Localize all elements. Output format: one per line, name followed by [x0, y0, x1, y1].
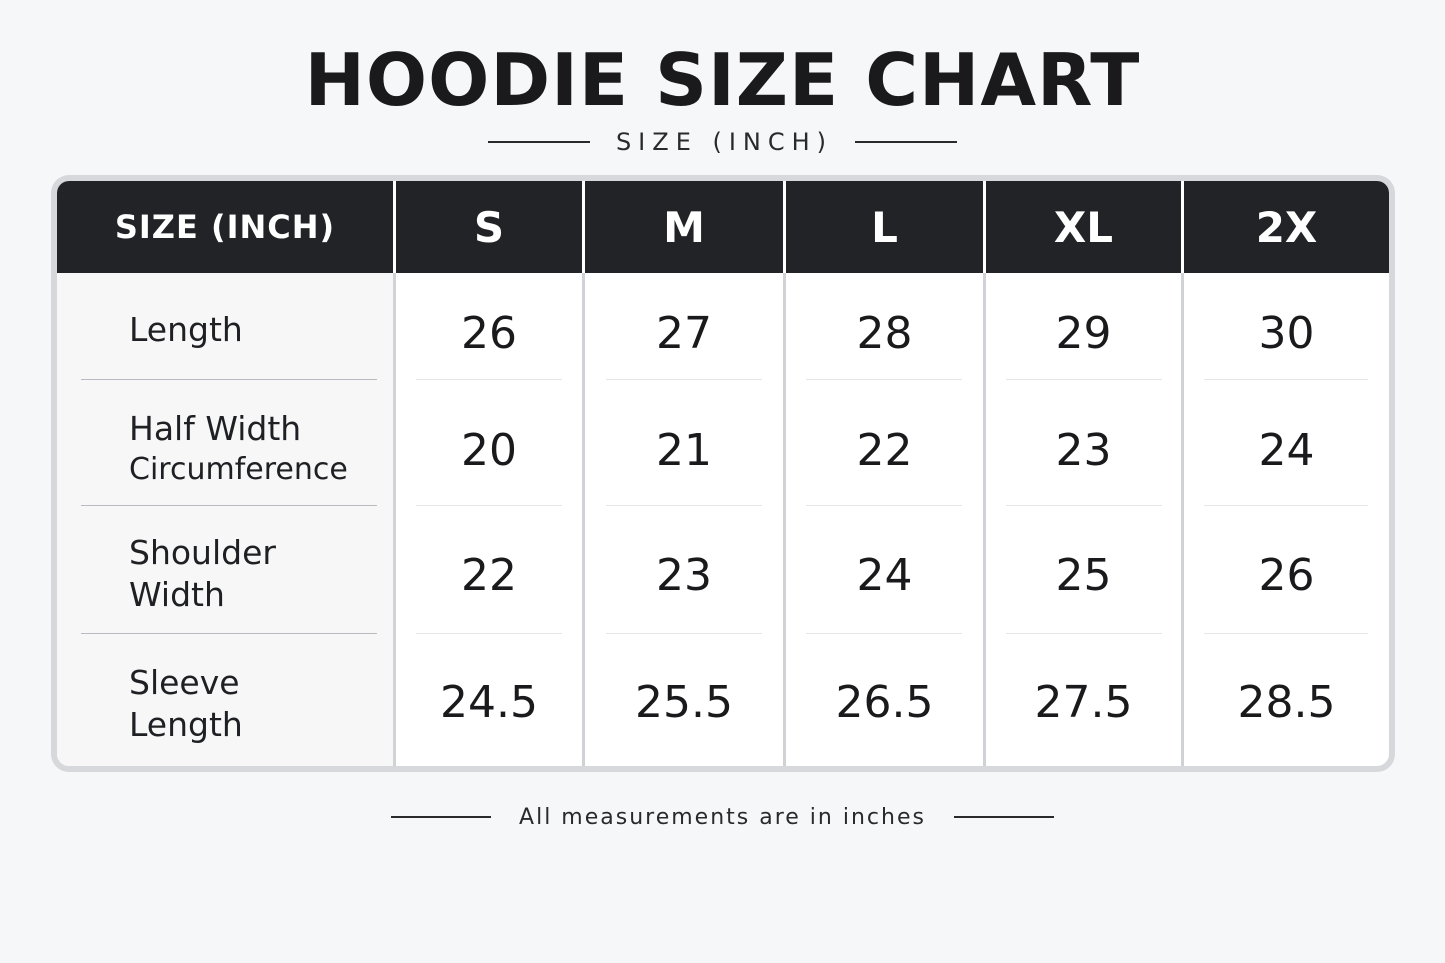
row-label-line: Circumference: [129, 452, 348, 487]
cell-sleeve-length-m: 25.5: [635, 676, 733, 728]
column-divider: [1181, 181, 1184, 766]
row-label-line: Width: [129, 575, 225, 614]
row-separator: [416, 379, 562, 380]
cell-shoulder-width-s: 22: [461, 549, 517, 601]
cell-length-s: 26: [461, 307, 517, 359]
cell-length-xl: 29: [1055, 307, 1112, 359]
row-label-sleeve-length: Sleeve Length: [129, 662, 243, 746]
row-separator: [416, 505, 562, 506]
header-divider: [582, 181, 585, 273]
row-separator: [806, 633, 962, 634]
row-separator: [1006, 633, 1162, 634]
row-separator: [1204, 379, 1368, 380]
header-size-2x: 2X: [1255, 202, 1318, 252]
row-separator: [416, 633, 562, 634]
cell-length-m: 27: [656, 307, 712, 359]
row-label-line: Length: [129, 705, 243, 744]
cell-half-width-2x: 24: [1258, 424, 1315, 476]
row-separator: [1204, 633, 1368, 634]
footer-left-rule: [391, 816, 492, 818]
column-divider: [393, 181, 396, 766]
row-separator: [1006, 379, 1162, 380]
row-separator: [1204, 505, 1368, 506]
cell-sleeve-length-xl: 27.5: [1034, 676, 1133, 728]
row-separator: [81, 379, 377, 380]
row-separator: [806, 505, 962, 506]
row-label-line: Length: [129, 310, 243, 349]
header-size-l: L: [871, 202, 898, 252]
cell-shoulder-width-xl: 25: [1055, 549, 1112, 601]
header-divider: [393, 181, 396, 273]
cell-shoulder-width-l: 24: [856, 549, 913, 601]
row-separator: [81, 505, 377, 506]
cell-half-width-l: 22: [856, 424, 913, 476]
cell-sleeve-length-2x: 28.5: [1237, 676, 1336, 728]
subtitle-left-rule: [487, 141, 590, 143]
footer-note: All measurements are in inches: [519, 804, 926, 830]
row-label-line: Sleeve: [129, 663, 240, 702]
footer-row: All measurements are in inches: [0, 800, 1445, 834]
row-separator: [1006, 505, 1162, 506]
row-separator: [81, 633, 377, 634]
header-size-m: M: [663, 202, 705, 252]
size-table: SIZE (INCH) S M L XL 2X Length Half Widt…: [57, 181, 1389, 766]
footer-right-rule: [953, 816, 1054, 818]
row-label-length: Length: [129, 309, 243, 351]
page-title: HOODIE SIZE CHART: [304, 38, 1141, 122]
header-size-xl: XL: [1053, 202, 1114, 252]
row-label-line: Shoulder: [129, 533, 276, 572]
row-label-half-width-circumference: Half Width Circumference: [129, 408, 348, 490]
cell-half-width-m: 21: [656, 424, 712, 476]
cell-half-width-xl: 23: [1055, 424, 1112, 476]
size-table-frame: SIZE (INCH) S M L XL 2X Length Half Widt…: [51, 175, 1395, 772]
column-divider: [783, 181, 786, 766]
row-label-shoulder-width: Shoulder Width: [129, 532, 276, 616]
row-separator: [606, 379, 762, 380]
column-divider: [582, 181, 585, 766]
cell-shoulder-width-2x: 26: [1258, 549, 1315, 601]
row-separator: [806, 379, 962, 380]
header-size-s: S: [473, 202, 505, 252]
subtitle-right-rule: [855, 141, 958, 143]
header-divider: [983, 181, 986, 273]
cell-sleeve-length-s: 24.5: [440, 676, 538, 728]
cell-length-l: 28: [856, 307, 913, 359]
subtitle: SIZE (INCH): [615, 128, 834, 156]
cell-shoulder-width-m: 23: [656, 549, 712, 601]
header-divider: [783, 181, 786, 273]
row-separator: [606, 505, 762, 506]
cell-half-width-s: 20: [461, 424, 517, 476]
row-separator: [606, 633, 762, 634]
header-size-label: SIZE (INCH): [114, 208, 336, 246]
label-column: [57, 273, 393, 766]
column-divider: [983, 181, 986, 766]
cell-length-2x: 30: [1258, 307, 1315, 359]
cell-sleeve-length-l: 26.5: [835, 676, 934, 728]
row-label-line: Half Width: [129, 409, 302, 448]
header-divider: [1181, 181, 1184, 273]
subtitle-row: SIZE (INCH): [0, 126, 1445, 158]
table-header-row: SIZE (INCH) S M L XL 2X: [57, 181, 1389, 273]
